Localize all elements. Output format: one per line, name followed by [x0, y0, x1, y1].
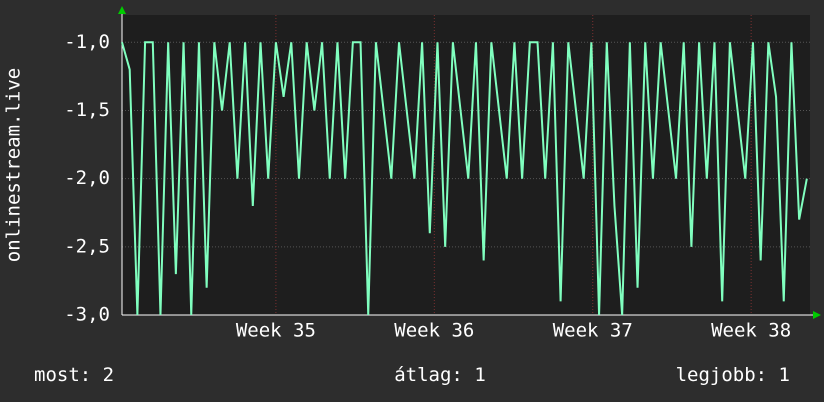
y-tick-label: -2,0: [64, 167, 110, 189]
y-tick-label: -1,5: [64, 99, 110, 121]
axis-arrow: [813, 311, 821, 319]
y-tick-label: -2,5: [64, 235, 110, 257]
stat-label: most:: [34, 364, 91, 386]
stat-label: átlag:: [394, 364, 463, 386]
y-tick-label: -3,0: [64, 304, 110, 326]
axis-arrow: [118, 6, 126, 14]
y-tick-label: -1,0: [64, 31, 110, 53]
y-axis-label: onlinestream.live: [3, 68, 25, 262]
stat: átlag: 1: [394, 364, 486, 386]
stat: most: 2: [34, 364, 114, 386]
stat-value: 1: [779, 364, 790, 386]
x-tick-label: Week 36: [394, 320, 474, 342]
line: [121, 41, 808, 316]
x-tick-label: Week 37: [553, 320, 633, 342]
stat: legjobb: 1: [676, 364, 790, 386]
stat-value: 1: [474, 364, 485, 386]
x-tick-label: Week 38: [711, 320, 791, 342]
stat-label: legjobb:: [676, 364, 768, 386]
x-tick-label: Week 35: [236, 320, 316, 342]
stat-value: 2: [103, 364, 114, 386]
